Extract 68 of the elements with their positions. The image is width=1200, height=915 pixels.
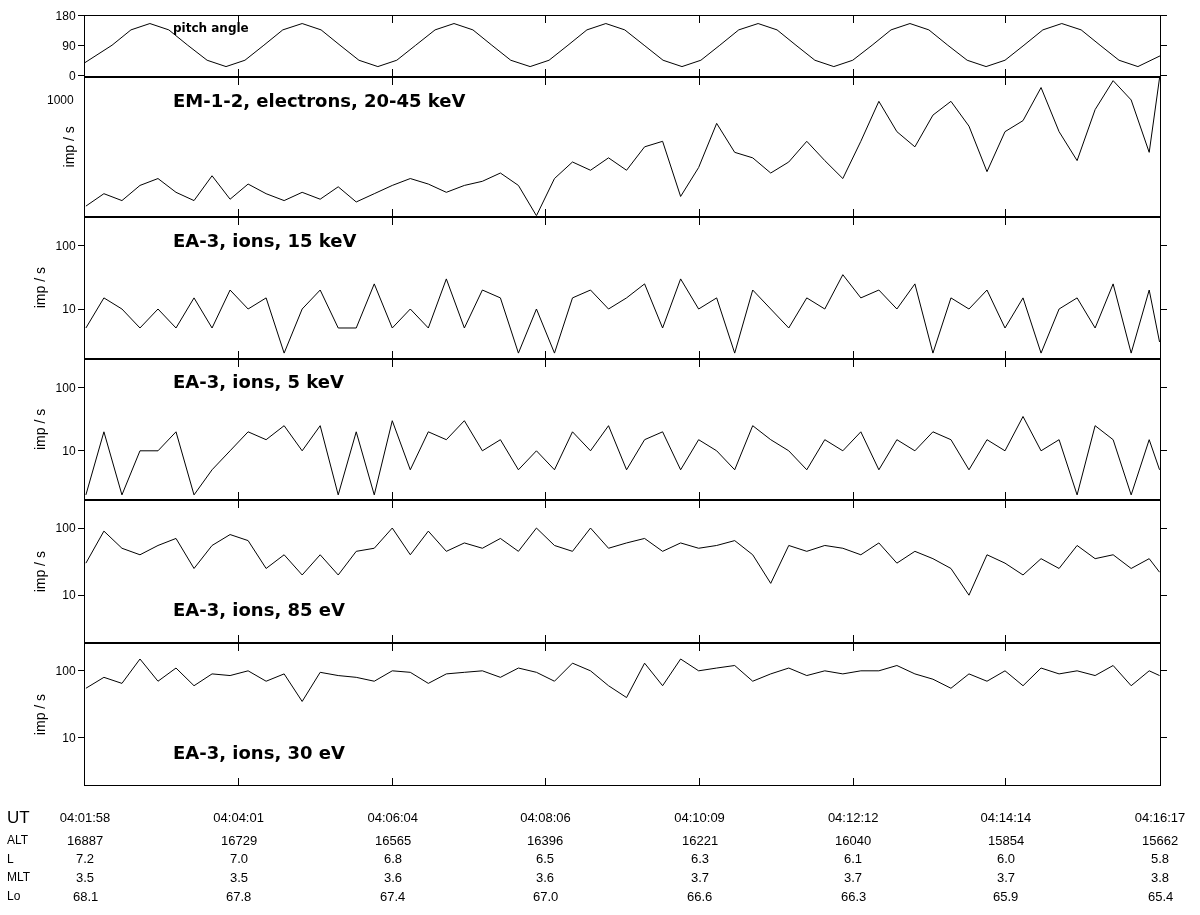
- text: 3.5: [230, 870, 249, 885]
- y-axis-title: imp / s: [32, 267, 49, 309]
- x-tick-label: 04:10:09: [674, 809, 725, 825]
- text: 67.4: [380, 889, 406, 904]
- y-tick-label: 10: [62, 588, 76, 603]
- text: 3.6: [536, 870, 555, 885]
- y-tick-label: 10: [62, 444, 76, 458]
- text: ALT: [7, 833, 29, 847]
- text: MLT: [7, 870, 31, 884]
- text: 3.8: [1151, 870, 1170, 885]
- text: 15662: [1142, 833, 1179, 848]
- text: 5.8: [1151, 851, 1170, 866]
- y-tick-label: 0: [68, 69, 76, 84]
- x-tick-label: 04:16:17: [1134, 809, 1186, 825]
- text: 3.7: [997, 870, 1016, 885]
- y-tick-label: 100: [55, 664, 76, 679]
- text: 3.6: [384, 870, 403, 885]
- text: Lo: [7, 889, 21, 903]
- x-tick-label: 04:06:04: [367, 809, 419, 825]
- text: 16040: [835, 833, 872, 848]
- text: 1000: [47, 93, 75, 107]
- text: 6.1: [844, 851, 863, 866]
- text: EA-3, ions, 15 keV: [173, 230, 357, 251]
- text: 7.0: [230, 851, 249, 866]
- text: 68.1: [73, 889, 99, 904]
- text: 7.2: [76, 851, 95, 866]
- y-tick-label: 100: [55, 380, 76, 395]
- text: 67.0: [533, 889, 559, 904]
- text: 16565: [375, 833, 412, 848]
- y-tick-label: 90: [62, 39, 76, 54]
- text: 6.5: [536, 851, 555, 866]
- text: EA-3, ions, 30 eV: [173, 742, 346, 763]
- text: 67.8: [226, 889, 252, 904]
- x-tick-label: 04:08:06: [520, 809, 571, 825]
- y-axis-title: imp / s: [32, 408, 49, 451]
- text: EA-3, ions, 5 keV: [173, 371, 344, 392]
- text: 6.3: [691, 851, 710, 866]
- text: 15854: [988, 833, 1025, 848]
- text: 6.8: [384, 851, 403, 866]
- text: 66.3: [841, 889, 867, 904]
- y-axis-title: imp / s: [32, 693, 49, 736]
- y-tick-label: 100: [55, 239, 76, 254]
- text: L: [7, 852, 14, 866]
- text: EA-3, ions, 85 eV: [173, 599, 346, 620]
- text: 3.7: [691, 870, 710, 885]
- x-tick-label: 04:04:01: [213, 809, 264, 825]
- y-tick-label: 10: [62, 302, 76, 317]
- text: 16221: [682, 833, 719, 848]
- text: 65.9: [993, 889, 1019, 904]
- x-tick-label: 04:14:14: [980, 809, 1032, 825]
- text: pitch angle: [173, 21, 249, 35]
- text: 16887: [67, 833, 104, 848]
- text: 16729: [221, 833, 258, 848]
- x-tick-label: 04:12:12: [827, 809, 879, 825]
- text: 65.4: [1148, 889, 1174, 904]
- y-tick-label: 100: [55, 521, 76, 536]
- y-tick-label: 10: [62, 731, 76, 746]
- y-axis-title: imp / s: [32, 551, 49, 593]
- text: EM-1-2, electrons, 20-45 keV: [173, 90, 466, 111]
- text: 3.5: [76, 870, 95, 885]
- text: UT: [7, 808, 30, 827]
- text: 3.7: [844, 870, 863, 885]
- text: 66.6: [687, 889, 713, 904]
- y-tick-label: 180: [55, 9, 76, 24]
- text: 16396: [527, 833, 564, 848]
- y-axis-title: imp / s: [60, 126, 77, 168]
- text: 6.0: [997, 851, 1016, 866]
- x-tick-label: 04:01:58: [59, 809, 111, 825]
